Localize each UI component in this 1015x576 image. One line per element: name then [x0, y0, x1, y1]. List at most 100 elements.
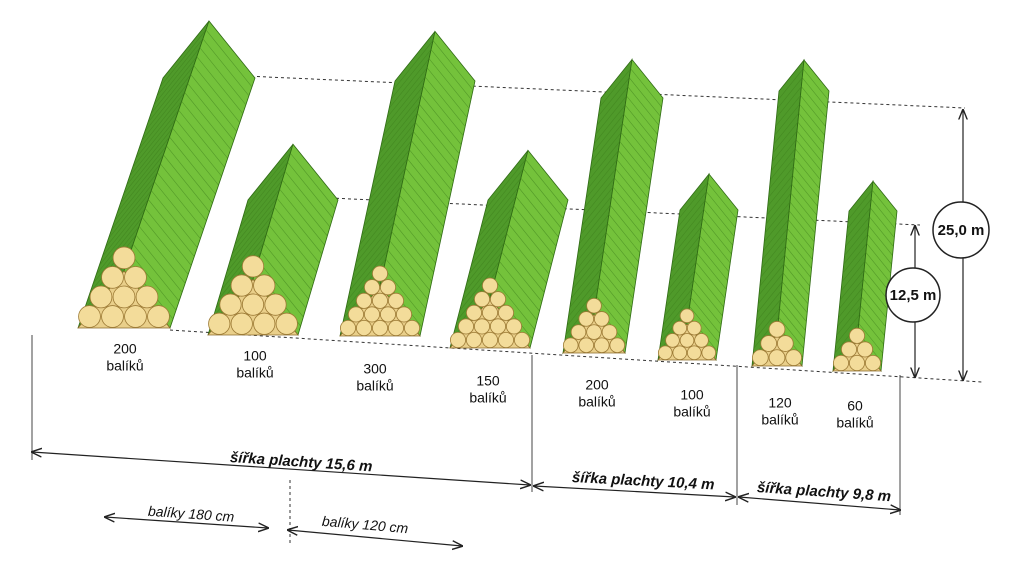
tarp-rib — [669, 244, 728, 281]
bale — [473, 291, 490, 308]
tarp-rib — [565, 295, 628, 335]
bale — [387, 292, 404, 309]
stack-count: 100 — [243, 348, 267, 364]
tarp-rib — [846, 198, 896, 229]
guide-line — [244, 75, 966, 109]
stack-unit: balíků — [469, 390, 506, 406]
stack-unit: balíků — [836, 415, 873, 431]
bale — [833, 354, 850, 371]
tarp-rib — [459, 260, 540, 312]
bale — [147, 305, 170, 328]
tarp-rib — [456, 270, 538, 321]
tarp-rib — [765, 192, 817, 225]
bale — [339, 319, 356, 336]
width-arrow — [32, 452, 530, 485]
bale — [481, 277, 498, 294]
tarp-rib — [664, 279, 723, 317]
bale — [578, 311, 595, 327]
tarp-rib — [92, 225, 186, 284]
bale — [275, 312, 298, 335]
tarp-rib — [570, 259, 634, 299]
width-arrow — [534, 486, 735, 497]
bale — [665, 333, 680, 348]
tarp-rib — [105, 190, 198, 248]
tarp-rib — [102, 199, 195, 257]
bale — [481, 331, 498, 348]
tarp-rib — [123, 136, 216, 195]
tarp-rib — [223, 224, 315, 282]
bale — [777, 335, 794, 352]
tarp-rib — [836, 305, 885, 336]
bale — [609, 337, 626, 354]
bale — [686, 345, 702, 361]
tarp-rib — [153, 47, 247, 105]
tarp-rib — [776, 86, 827, 118]
tarp-rib — [661, 297, 721, 334]
tarp-rib — [844, 225, 893, 256]
tarp-rib — [242, 161, 333, 219]
tarp-rib — [756, 281, 808, 313]
bale — [371, 265, 388, 282]
stack-count: 60 — [847, 398, 863, 414]
tarp-rib — [480, 177, 562, 228]
bale — [672, 320, 688, 336]
tarp-rib — [761, 236, 812, 269]
bale — [355, 319, 372, 336]
stack-unit: balíků — [356, 378, 393, 394]
bale — [101, 266, 124, 289]
bale — [241, 293, 265, 316]
stack-count: 120 — [768, 395, 792, 411]
bale — [785, 349, 802, 366]
bale — [363, 306, 380, 323]
tarp-rib — [766, 183, 818, 216]
bale-label: balíky 120 cm — [321, 513, 409, 536]
tarp-rib — [598, 77, 661, 117]
bale — [208, 312, 231, 335]
tarp-rib — [757, 272, 809, 305]
stack-count: 100 — [680, 387, 704, 403]
tarp-rib — [120, 145, 213, 204]
bale — [457, 318, 474, 335]
tarp-rib — [759, 254, 811, 287]
stack-unit: balíků — [761, 412, 798, 428]
bale — [679, 333, 695, 348]
tarp-rib — [363, 176, 444, 227]
tarp-rib — [666, 261, 726, 299]
tarp-rib — [483, 168, 564, 219]
bale — [593, 337, 610, 354]
bale — [481, 304, 498, 321]
tarp-rib — [665, 270, 724, 308]
tarp-rib — [773, 112, 825, 145]
tarp-rib — [390, 49, 472, 100]
tarp-rib — [568, 277, 631, 317]
tarp-rib — [660, 305, 719, 343]
tarp-rib — [584, 168, 647, 208]
tarp-rib — [357, 203, 438, 255]
bale — [586, 297, 602, 314]
bale — [701, 345, 717, 361]
tarp-rib — [367, 158, 448, 209]
tarp-rib — [215, 251, 307, 309]
bale — [465, 331, 482, 348]
stack-unit: balíků — [106, 358, 143, 374]
bale-arrow — [288, 530, 462, 546]
tarp-rib — [572, 250, 635, 290]
tarp-rib — [375, 121, 456, 173]
tarp-rib — [574, 232, 638, 272]
height-label: 12,5 m — [890, 287, 937, 304]
tarp-rib — [587, 150, 650, 190]
tarp-rib — [579, 204, 642, 244]
height-badge — [885, 267, 941, 323]
width-arrow — [739, 497, 900, 510]
tarp-rib — [129, 118, 222, 177]
tarp-rib — [770, 139, 822, 172]
tarp-rib — [126, 127, 219, 186]
tarp-rib — [840, 260, 890, 292]
tarp-rib — [760, 245, 811, 278]
bale — [230, 274, 253, 297]
tarp-rib — [835, 314, 884, 345]
tarp-rib — [777, 68, 829, 101]
tarp-rib — [588, 141, 652, 181]
tarp-rib — [754, 307, 805, 340]
bale — [849, 354, 866, 371]
